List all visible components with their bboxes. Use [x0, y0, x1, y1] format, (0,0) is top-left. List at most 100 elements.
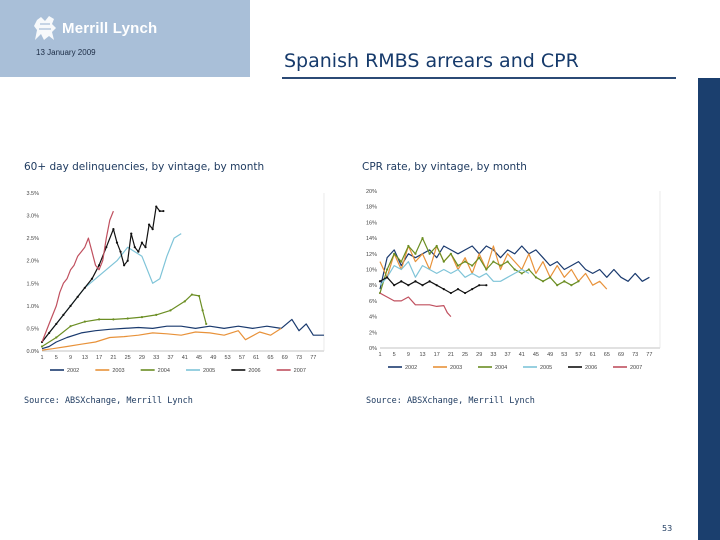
- data-point-2006: [378, 280, 382, 283]
- data-point-2006: [449, 291, 452, 295]
- x-tick-label: 9: [407, 352, 410, 358]
- title-underline: [282, 77, 676, 79]
- data-point-2004: [520, 272, 523, 275]
- data-point-2004: [140, 316, 144, 319]
- data-point-2004: [407, 244, 410, 248]
- x-tick-label: 21: [110, 355, 116, 361]
- y-tick-label: 16%: [366, 220, 377, 226]
- data-point-2006: [76, 295, 79, 298]
- x-tick-label: 69: [618, 352, 624, 358]
- data-point-2006: [48, 331, 51, 335]
- data-point-2004: [499, 264, 502, 267]
- legend-label-2002: 2002: [67, 368, 79, 374]
- data-point-2004: [83, 320, 86, 323]
- brand-logo: Merrill Lynch: [32, 14, 157, 42]
- x-tick-label: 53: [225, 355, 231, 361]
- series-line-2005: [379, 260, 530, 286]
- x-tick-label: 73: [296, 355, 302, 361]
- x-tick-label: 5: [55, 355, 58, 361]
- data-point-2004: [471, 264, 474, 267]
- data-point-2004: [442, 260, 445, 263]
- data-point-2006: [463, 291, 467, 295]
- x-tick-label: 17: [96, 355, 102, 361]
- x-tick-label: 33: [153, 355, 159, 361]
- x-tick-label: 21: [448, 352, 454, 358]
- y-tick-label: 0.5%: [26, 326, 39, 332]
- report-date: 13 January 2009: [36, 48, 96, 57]
- data-point-2006: [98, 264, 101, 267]
- data-point-2004: [492, 260, 495, 263]
- x-tick-label: 49: [210, 355, 216, 361]
- series-line-2005: [41, 233, 182, 343]
- x-tick-label: 49: [547, 352, 553, 358]
- data-point-2006: [478, 284, 481, 287]
- data-point-2006: [456, 288, 460, 291]
- x-tick-label: 13: [82, 355, 88, 361]
- legend-label-2003: 2003: [450, 365, 462, 371]
- data-point-2006: [158, 209, 161, 213]
- y-tick-label: 3.5%: [26, 191, 39, 197]
- y-tick-label: 8%: [369, 283, 377, 289]
- y-tick-label: 2.0%: [26, 259, 39, 265]
- data-point-2006: [400, 280, 403, 283]
- data-point-2004: [201, 309, 204, 312]
- y-tick-label: 14%: [366, 236, 377, 242]
- data-point-2004: [205, 322, 208, 326]
- legend-label-2002: 2002: [405, 365, 417, 371]
- series-line-2006: [379, 276, 487, 294]
- x-tick-label: 5: [393, 352, 396, 358]
- data-point-2006: [147, 223, 151, 226]
- left-chart-subtitle: 60+ day delinquencies, by vintage, by mo…: [24, 161, 265, 173]
- data-point-2006: [393, 284, 396, 287]
- x-tick-label: 45: [533, 352, 539, 358]
- data-point-2004: [485, 268, 488, 271]
- data-point-2004: [563, 280, 566, 283]
- data-point-2004: [534, 276, 538, 279]
- data-point-2004: [55, 336, 58, 339]
- series-line-2006: [41, 205, 164, 343]
- cpr-chart: 0% 2% 4% 6% 8% 10% 12% 14% 16% 18% 20% 1 5 9 13 17 21 25 2…: [366, 189, 661, 371]
- data-point-2004: [112, 318, 115, 321]
- data-point-2006: [130, 232, 133, 235]
- data-point-2006: [144, 246, 147, 249]
- data-point-2004: [513, 268, 516, 271]
- x-tick-label: 25: [462, 352, 468, 358]
- data-point-2004: [190, 293, 194, 296]
- data-point-2004: [506, 260, 509, 263]
- page-number: 53: [662, 524, 673, 533]
- x-tick-label: 37: [505, 352, 511, 358]
- x-tick-label: 41: [519, 352, 525, 358]
- y-tick-label: 18%: [366, 205, 377, 211]
- x-tick-label: 33: [490, 352, 496, 358]
- x-tick-label: 69: [282, 355, 288, 361]
- legend-label-2005: 2005: [203, 368, 215, 374]
- side-stripe: [698, 78, 720, 540]
- series-line-2007: [379, 292, 452, 318]
- data-point-2004: [400, 260, 403, 263]
- delinquency-chart: 0.0% 0.5% 1.0% 1.5% 2.0% 2.5% 3.0% 3.5% 1 5 9 13 17 2…: [26, 191, 325, 374]
- page-title: Spanish RMBS arrears and CPR: [284, 50, 579, 72]
- header-panel: Merrill Lynch 13 January 2009: [0, 0, 250, 77]
- y-tick-label: 2.5%: [26, 236, 39, 242]
- data-point-2006: [83, 286, 86, 289]
- data-point-2004: [155, 313, 158, 316]
- data-point-2006: [414, 280, 417, 283]
- left-chart-source: Source: ABSXchange, Merrill Lynch: [24, 396, 193, 406]
- x-tick-label: 37: [167, 355, 173, 361]
- y-tick-label: 2%: [369, 330, 377, 336]
- series-line-2007: [41, 210, 114, 343]
- right-chart-source: Source: ABSXchange, Merrill Lynch: [366, 396, 535, 406]
- data-point-2004: [435, 244, 438, 248]
- data-point-2004: [169, 309, 172, 312]
- data-point-2006: [151, 228, 154, 231]
- data-point-2006: [428, 280, 431, 283]
- y-tick-label: 0%: [369, 346, 377, 352]
- data-point-2004: [98, 318, 101, 321]
- data-point-2004: [197, 294, 201, 298]
- data-point-2004: [541, 280, 545, 283]
- data-point-2006: [90, 277, 94, 280]
- legend-label-2005: 2005: [540, 365, 552, 371]
- legend-label-2003: 2003: [112, 368, 124, 374]
- data-point-2006: [62, 313, 65, 316]
- y-tick-label: 1.0%: [26, 304, 39, 310]
